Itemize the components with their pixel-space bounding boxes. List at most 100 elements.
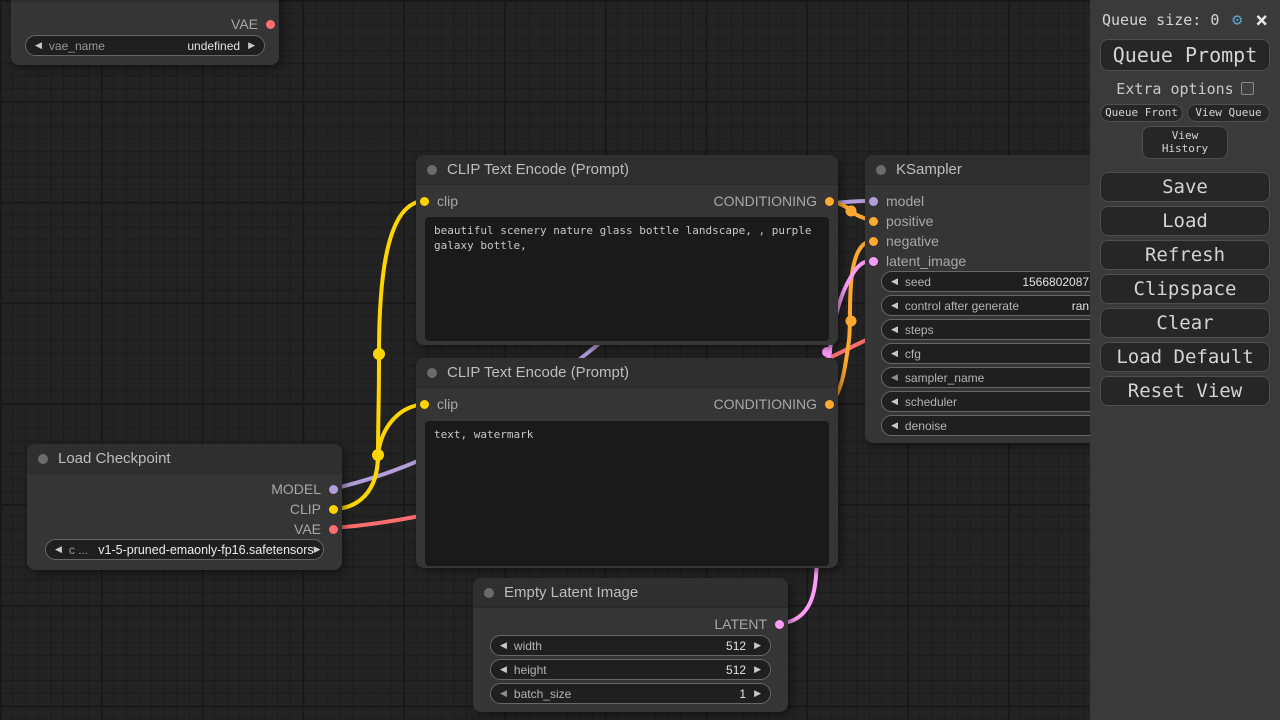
close-icon[interactable]: ×	[1255, 8, 1268, 32]
decrement-arrow-icon[interactable]: ◀	[500, 688, 507, 698]
node-title-bar[interactable]: Load Checkpoint	[27, 444, 342, 474]
decrement-arrow-icon[interactable]: ◀	[891, 396, 898, 406]
decrement-arrow-icon[interactable]: ◀	[891, 324, 898, 334]
latent-slot-dot[interactable]	[869, 256, 878, 266]
node-load-vae[interactable]: VAE ◀ vae_name undefined ▶	[11, 0, 279, 65]
sampler-name-widget[interactable]: ◀ sampler_name ▶	[881, 367, 1149, 388]
queue-front-button[interactable]: Queue Front	[1100, 103, 1183, 122]
input-slot-latent-image[interactable]: latent_image	[869, 251, 966, 271]
vae-name-widget[interactable]: ◀ vae_name undefined ▶	[25, 35, 265, 56]
decrement-arrow-icon[interactable]: ◀	[891, 420, 898, 430]
node-clip-text-encode-positive[interactable]: CLIP Text Encode (Prompt) clip CONDITION…	[416, 155, 838, 345]
output-slot-vae[interactable]: VAE	[294, 519, 338, 539]
settings-gear-icon[interactable]: ⚙	[1232, 9, 1243, 30]
refresh-button[interactable]: Refresh	[1100, 239, 1270, 270]
input-slot-negative[interactable]: negative	[869, 231, 939, 251]
load-button[interactable]: Load	[1100, 205, 1270, 236]
steps-widget[interactable]: ◀ steps ▶	[881, 319, 1149, 340]
output-slot-model[interactable]: MODEL	[271, 479, 338, 499]
output-slot-clip[interactable]: CLIP	[290, 499, 338, 519]
clear-button[interactable]: Clear	[1100, 307, 1270, 338]
increment-arrow-icon[interactable]: ▶	[754, 664, 761, 674]
node-title-bar[interactable]: Empty Latent Image	[473, 578, 788, 608]
model-slot-dot[interactable]	[329, 484, 338, 494]
input-slot-model[interactable]: model	[869, 191, 924, 211]
save-button[interactable]: Save	[1100, 171, 1270, 202]
node-load-checkpoint[interactable]: Load Checkpoint MODEL CLIP VAE ◀ c ... v…	[27, 444, 342, 570]
node-collapse-dot[interactable]	[484, 587, 494, 598]
view-queue-button[interactable]: View Queue	[1187, 103, 1270, 122]
conditioning-slot-dot[interactable]	[825, 196, 834, 206]
node-collapse-dot[interactable]	[427, 164, 437, 175]
input-slot-label: latent_image	[886, 253, 967, 269]
clipspace-button[interactable]: Clipspace	[1100, 273, 1270, 304]
decrement-arrow-icon[interactable]: ◀	[891, 372, 898, 382]
decrement-arrow-icon[interactable]: ◀	[55, 544, 62, 554]
conditioning-slot-dot[interactable]	[825, 399, 834, 409]
node-title-bar[interactable]: CLIP Text Encode (Prompt)	[416, 358, 838, 388]
node-title-bar[interactable]	[11, 0, 279, 2]
decrement-arrow-icon[interactable]: ◀	[891, 348, 898, 358]
input-slot-clip[interactable]: clip	[420, 191, 458, 211]
link-midpoint-dot[interactable]	[372, 449, 384, 461]
widget-label: batch_size	[513, 686, 572, 701]
queue-prompt-button[interactable]: Queue Prompt	[1100, 38, 1270, 71]
link-midpoint-dot[interactable]	[845, 205, 857, 217]
input-slot-positive[interactable]: positive	[869, 211, 933, 231]
decrement-arrow-icon[interactable]: ◀	[891, 300, 898, 310]
output-slot-latent[interactable]: LATENT	[714, 614, 784, 634]
node-collapse-dot[interactable]	[876, 164, 886, 175]
increment-arrow-icon[interactable]: ▶	[754, 640, 761, 650]
scheduler-widget[interactable]: ◀ scheduler ▶	[881, 391, 1149, 412]
clip-slot-dot[interactable]	[329, 504, 338, 514]
link-midpoint-dot[interactable]	[373, 348, 385, 360]
widget-value: 512	[726, 662, 747, 677]
increment-arrow-icon[interactable]: ▶	[754, 688, 761, 698]
output-slot-conditioning[interactable]: CONDITIONING	[714, 191, 834, 211]
increment-arrow-icon[interactable]: ▶	[248, 40, 255, 50]
clip-slot-dot[interactable]	[420, 196, 429, 206]
positive-prompt-textarea[interactable]: beautiful scenery nature glass bottle la…	[425, 217, 829, 341]
widget-label: scheduler	[904, 394, 957, 409]
node-empty-latent-image[interactable]: Empty Latent Image LATENT ◀ width 512 ▶ …	[473, 578, 788, 712]
node-title-bar[interactable]: CLIP Text Encode (Prompt)	[416, 155, 838, 185]
widget-label: steps	[904, 322, 934, 337]
control-after-generate-widget[interactable]: ◀ control after generate ran ▶	[881, 295, 1149, 316]
negative-prompt-textarea[interactable]: text, watermark	[425, 421, 829, 566]
load-default-button[interactable]: Load Default	[1100, 341, 1270, 372]
input-slot-clip[interactable]: clip	[420, 394, 458, 414]
queue-actions-row: Queue Front View Queue	[1100, 103, 1270, 122]
decrement-arrow-icon[interactable]: ◀	[891, 276, 898, 286]
output-slot-label: CLIP	[289, 501, 321, 517]
queue-size-label: Queue size: 0	[1102, 11, 1220, 30]
output-slot-conditioning[interactable]: CONDITIONING	[714, 394, 834, 414]
node-collapse-dot[interactable]	[38, 453, 48, 464]
width-widget[interactable]: ◀ width 512 ▶	[490, 635, 771, 656]
reset-view-button[interactable]: Reset View	[1100, 375, 1270, 406]
vae-slot-dot[interactable]	[329, 524, 338, 534]
model-slot-dot[interactable]	[869, 196, 878, 206]
ckpt-name-widget[interactable]: ◀ c ... v1-5-pruned-emaonly-fp16.safeten…	[45, 539, 324, 560]
view-history-button[interactable]: View History	[1142, 125, 1228, 159]
output-slot-vae[interactable]: VAE	[231, 14, 275, 34]
increment-arrow-icon[interactable]: ▶	[313, 544, 321, 554]
decrement-arrow-icon[interactable]: ◀	[500, 640, 507, 650]
decrement-arrow-icon[interactable]: ◀	[500, 664, 507, 674]
height-widget[interactable]: ◀ height 512 ▶	[490, 659, 771, 680]
widget-label: denoise	[904, 418, 947, 433]
batch-size-widget[interactable]: ◀ batch_size 1 ▶	[490, 683, 771, 704]
node-title: CLIP Text Encode (Prompt)	[447, 364, 630, 381]
link-midpoint-dot[interactable]	[822, 347, 832, 357]
seed-widget[interactable]: ◀ seed 1566802087 ▶	[881, 271, 1149, 292]
conditioning-slot-dot[interactable]	[869, 236, 878, 246]
node-collapse-dot[interactable]	[427, 367, 437, 378]
node-clip-text-encode-negative[interactable]: CLIP Text Encode (Prompt) clip CONDITION…	[416, 358, 838, 568]
conditioning-slot-dot[interactable]	[869, 216, 878, 226]
clip-slot-dot[interactable]	[420, 399, 429, 409]
vae-slot-dot[interactable]	[266, 19, 275, 29]
link-midpoint-dot[interactable]	[845, 315, 857, 327]
decrement-arrow-icon[interactable]: ◀	[35, 40, 42, 50]
latent-slot-dot[interactable]	[775, 619, 784, 629]
extra-options-checkbox[interactable]	[1240, 82, 1254, 96]
